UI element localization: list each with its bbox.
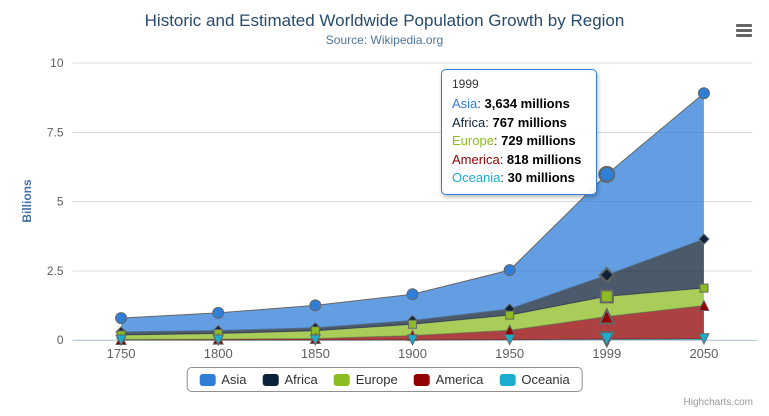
legend-item-africa[interactable]: Africa — [262, 372, 318, 387]
tooltip-series-value: 729 millions — [501, 133, 576, 148]
legend-label: Europe — [355, 372, 398, 387]
tooltip-series-name: Asia — [452, 96, 478, 111]
x-axis-tick-label: 1750 — [107, 346, 136, 361]
x-axis-tick-label: 1950 — [495, 346, 524, 361]
legend-label: Africa — [284, 372, 318, 387]
marker-square-europe[interactable] — [699, 283, 709, 293]
tooltip-series-name: Europe — [452, 133, 494, 148]
marker-circle-asia[interactable] — [212, 306, 225, 319]
legend: Asia Africa Europe America Oceania — [186, 367, 583, 392]
x-axis-tick-label: 1900 — [398, 346, 427, 361]
legend-label: Oceania — [521, 372, 570, 387]
legend-item-asia[interactable]: Asia — [199, 372, 247, 387]
legend-label: Asia — [221, 372, 247, 387]
tooltip-row-africa: Africa: 767 millions — [452, 114, 567, 130]
tooltip-row-asia: Asia: 3,634 millions — [452, 96, 570, 111]
y-axis-tick-label: 2.5 — [47, 264, 64, 278]
marker-triangle-down-oceania[interactable] — [115, 334, 127, 347]
tooltip-series-name: Oceania — [452, 170, 501, 185]
marker-circle-asia[interactable] — [406, 288, 419, 301]
marker-circle-asia[interactable] — [598, 165, 616, 183]
marker-diamond-africa[interactable] — [598, 266, 616, 284]
legend-swatch-icon — [499, 373, 516, 386]
credits-link[interactable]: Highcharts.com — [683, 397, 753, 408]
x-axis-tick-label: 1999 — [592, 346, 621, 361]
marker-triangle-down-oceania[interactable] — [309, 334, 322, 347]
legend-swatch-icon — [413, 373, 430, 386]
tooltip-series-value: 767 millions — [492, 114, 567, 130]
x-axis-tick-label: 1850 — [301, 346, 330, 361]
export-menu-button[interactable] — [732, 20, 756, 40]
legend-label: America — [435, 372, 484, 387]
marker-triangle-america[interactable] — [598, 307, 616, 325]
legend-item-america[interactable]: America — [413, 372, 484, 387]
x-axis-tick-label: 2050 — [689, 346, 718, 361]
marker-circle-asia[interactable] — [309, 299, 322, 312]
marker-triangle-america[interactable] — [698, 299, 710, 311]
tooltip-row-europe: Europe: 729 millions — [452, 133, 576, 148]
marker-triangle-down-oceania[interactable] — [598, 331, 616, 349]
legend-swatch-icon — [333, 373, 350, 386]
area-america[interactable] — [121, 305, 704, 340]
tooltip-series-value: 3,634 millions — [484, 96, 570, 111]
marker-circle-asia[interactable] — [697, 87, 710, 100]
area-africa[interactable] — [121, 239, 704, 335]
legend-swatch-icon — [199, 373, 216, 386]
x-axis-tick-label: 1800 — [204, 346, 233, 361]
chart-title: Historic and Estimated Worldwide Populat… — [144, 11, 625, 30]
marker-square-europe[interactable] — [599, 289, 614, 304]
marker-diamond-africa[interactable] — [698, 233, 710, 245]
chart-subtitle: Source: Wikipedia.org — [325, 33, 444, 47]
tooltip-row-america: America: 818 millions — [452, 151, 582, 167]
tooltip-series-name: America — [452, 151, 500, 167]
y-axis-tick-label: 5 — [57, 195, 64, 209]
marker-triangle-down-oceania[interactable] — [503, 334, 516, 346]
tooltip-header: 1999 — [452, 77, 479, 91]
y-axis-tick-label: 10 — [50, 56, 64, 70]
tooltip-row-oceania: Oceania: 30 millions — [452, 170, 575, 185]
marker-triangle-down-oceania[interactable] — [698, 333, 710, 345]
marker-square-europe[interactable] — [505, 310, 515, 320]
tooltip-series-value: 30 millions — [507, 170, 575, 185]
marker-triangle-down-oceania[interactable] — [212, 334, 225, 347]
area-asia[interactable] — [121, 93, 704, 332]
legend-swatch-icon — [262, 373, 279, 386]
y-axis-tick-label: 0 — [57, 333, 64, 347]
marker-circle-asia[interactable] — [503, 264, 516, 277]
marker-circle-asia[interactable] — [115, 312, 128, 325]
y-axis-tick-label: 7.5 — [47, 125, 64, 139]
tooltip-series-value: 818 millions — [506, 151, 582, 167]
tooltip-series-name: Africa — [452, 114, 486, 130]
y-axis-title: Billions — [20, 179, 34, 223]
marker-triangle-down-oceania[interactable] — [406, 334, 419, 346]
legend-item-europe[interactable]: Europe — [333, 372, 398, 387]
tooltip: 1999 Asia: 3,634 millions Africa: 767 mil… — [441, 69, 597, 195]
legend-item-oceania[interactable]: Oceania — [499, 372, 570, 387]
marker-square-europe[interactable] — [408, 319, 417, 329]
